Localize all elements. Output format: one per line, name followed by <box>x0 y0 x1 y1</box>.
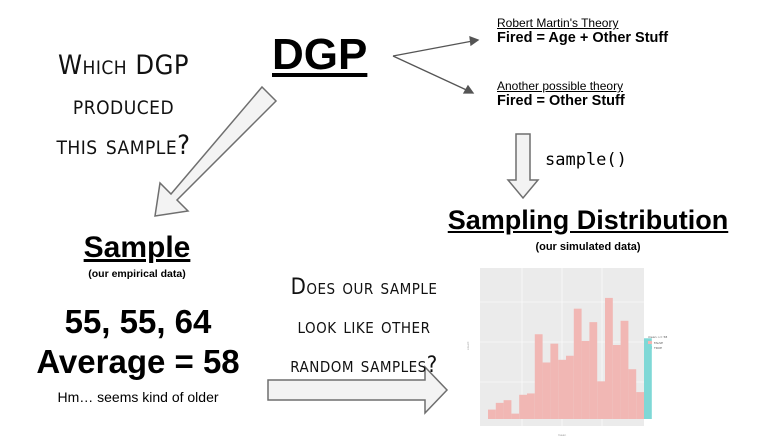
sample-values: 55, 55, 64 <box>64 303 212 340</box>
legend-swatch-false <box>648 341 652 344</box>
histogram-bar-6 <box>527 393 535 419</box>
histogram-bar-10 <box>558 359 566 419</box>
histogram-bar-2 <box>495 402 504 419</box>
does-sample-question-line1: Does our sample <box>290 275 438 300</box>
arrow-to-theory2 <box>392 55 474 94</box>
histogram-bar-21 <box>644 338 652 419</box>
histogram-bar-1 <box>488 409 496 419</box>
legend-swatch-true <box>648 346 652 349</box>
does-sample-question-line3: random samples? <box>290 353 438 378</box>
theory-2-equation: Fired = Other Stuff <box>497 93 625 109</box>
arrow-to-theory1 <box>392 39 479 57</box>
histogram-bar-20 <box>636 392 644 419</box>
theory-1-equation: Fired = Age + Other Stuff <box>497 30 669 46</box>
dgp-title: DGP <box>272 30 368 79</box>
histogram-bar-4 <box>511 413 520 419</box>
histogram-bar-11 <box>566 355 574 419</box>
histogram-bar-14 <box>589 322 598 419</box>
arrowhead-theory2 <box>462 84 475 94</box>
sampling-histogram: count mean mean >= 58 FALSE TRUE <box>466 268 667 437</box>
x-axis-label: mean <box>558 433 567 437</box>
histogram-bar-19 <box>628 369 637 419</box>
histogram-bar-3 <box>503 400 512 419</box>
which-dgp-question-line2: this sample? <box>56 130 191 161</box>
sample-note: Hm… seems kind of older <box>57 389 219 405</box>
arrowhead-theory1 <box>469 36 480 47</box>
histogram-bar-12 <box>573 308 582 419</box>
histogram-bar-13 <box>581 340 590 419</box>
does-sample-question: Does our sample look like other random s… <box>274 268 454 385</box>
dgp-to-theories-arrows <box>392 36 480 94</box>
histogram-bar-15 <box>597 381 605 419</box>
histogram-bars <box>488 297 652 419</box>
histogram-bar-8 <box>542 362 551 419</box>
histogram-bar-7 <box>534 334 543 419</box>
sample-average: Average = 58 <box>36 343 240 380</box>
sampling-distribution-subtitle: (our simulated data) <box>535 241 641 253</box>
legend-title: mean >= 58 <box>648 335 667 339</box>
theory-2: Another possible theory Fired = Other St… <box>497 79 625 109</box>
histogram-bar-18 <box>620 320 629 419</box>
legend-entry-true: TRUE <box>653 346 662 350</box>
theory-1-heading: Robert Martin's Theory <box>497 16 619 30</box>
theory-2-heading: Another possible theory <box>497 79 624 93</box>
which-dgp-question: Which DGP produced this sample? <box>16 46 231 166</box>
sampling-distribution-title: Sampling Distribution <box>447 205 729 235</box>
theories-to-sampling-arrow <box>506 133 540 200</box>
histogram-bar-17 <box>612 345 621 419</box>
legend-entry-false: FALSE <box>654 341 663 345</box>
chart-legend: mean >= 58 FALSE TRUE <box>648 335 667 350</box>
histogram-bar-16 <box>605 297 613 419</box>
sample-subtitle: (our empirical data) <box>88 268 186 280</box>
histogram-bar-9 <box>550 343 559 419</box>
sample-to-chart-arrow <box>267 365 449 415</box>
which-dgp-question-line1: Which DGP produced <box>57 50 190 121</box>
sample-title: Sample <box>83 231 191 264</box>
sample-function-label: sample() <box>545 150 627 170</box>
does-sample-question-line2: look like other <box>297 314 431 339</box>
histogram-bar-5 <box>519 394 527 419</box>
theory-1: Robert Martin's Theory Fired = Age + Oth… <box>497 16 668 46</box>
dgp-to-sample-arrow <box>154 85 278 217</box>
y-axis-label: count <box>466 341 470 350</box>
